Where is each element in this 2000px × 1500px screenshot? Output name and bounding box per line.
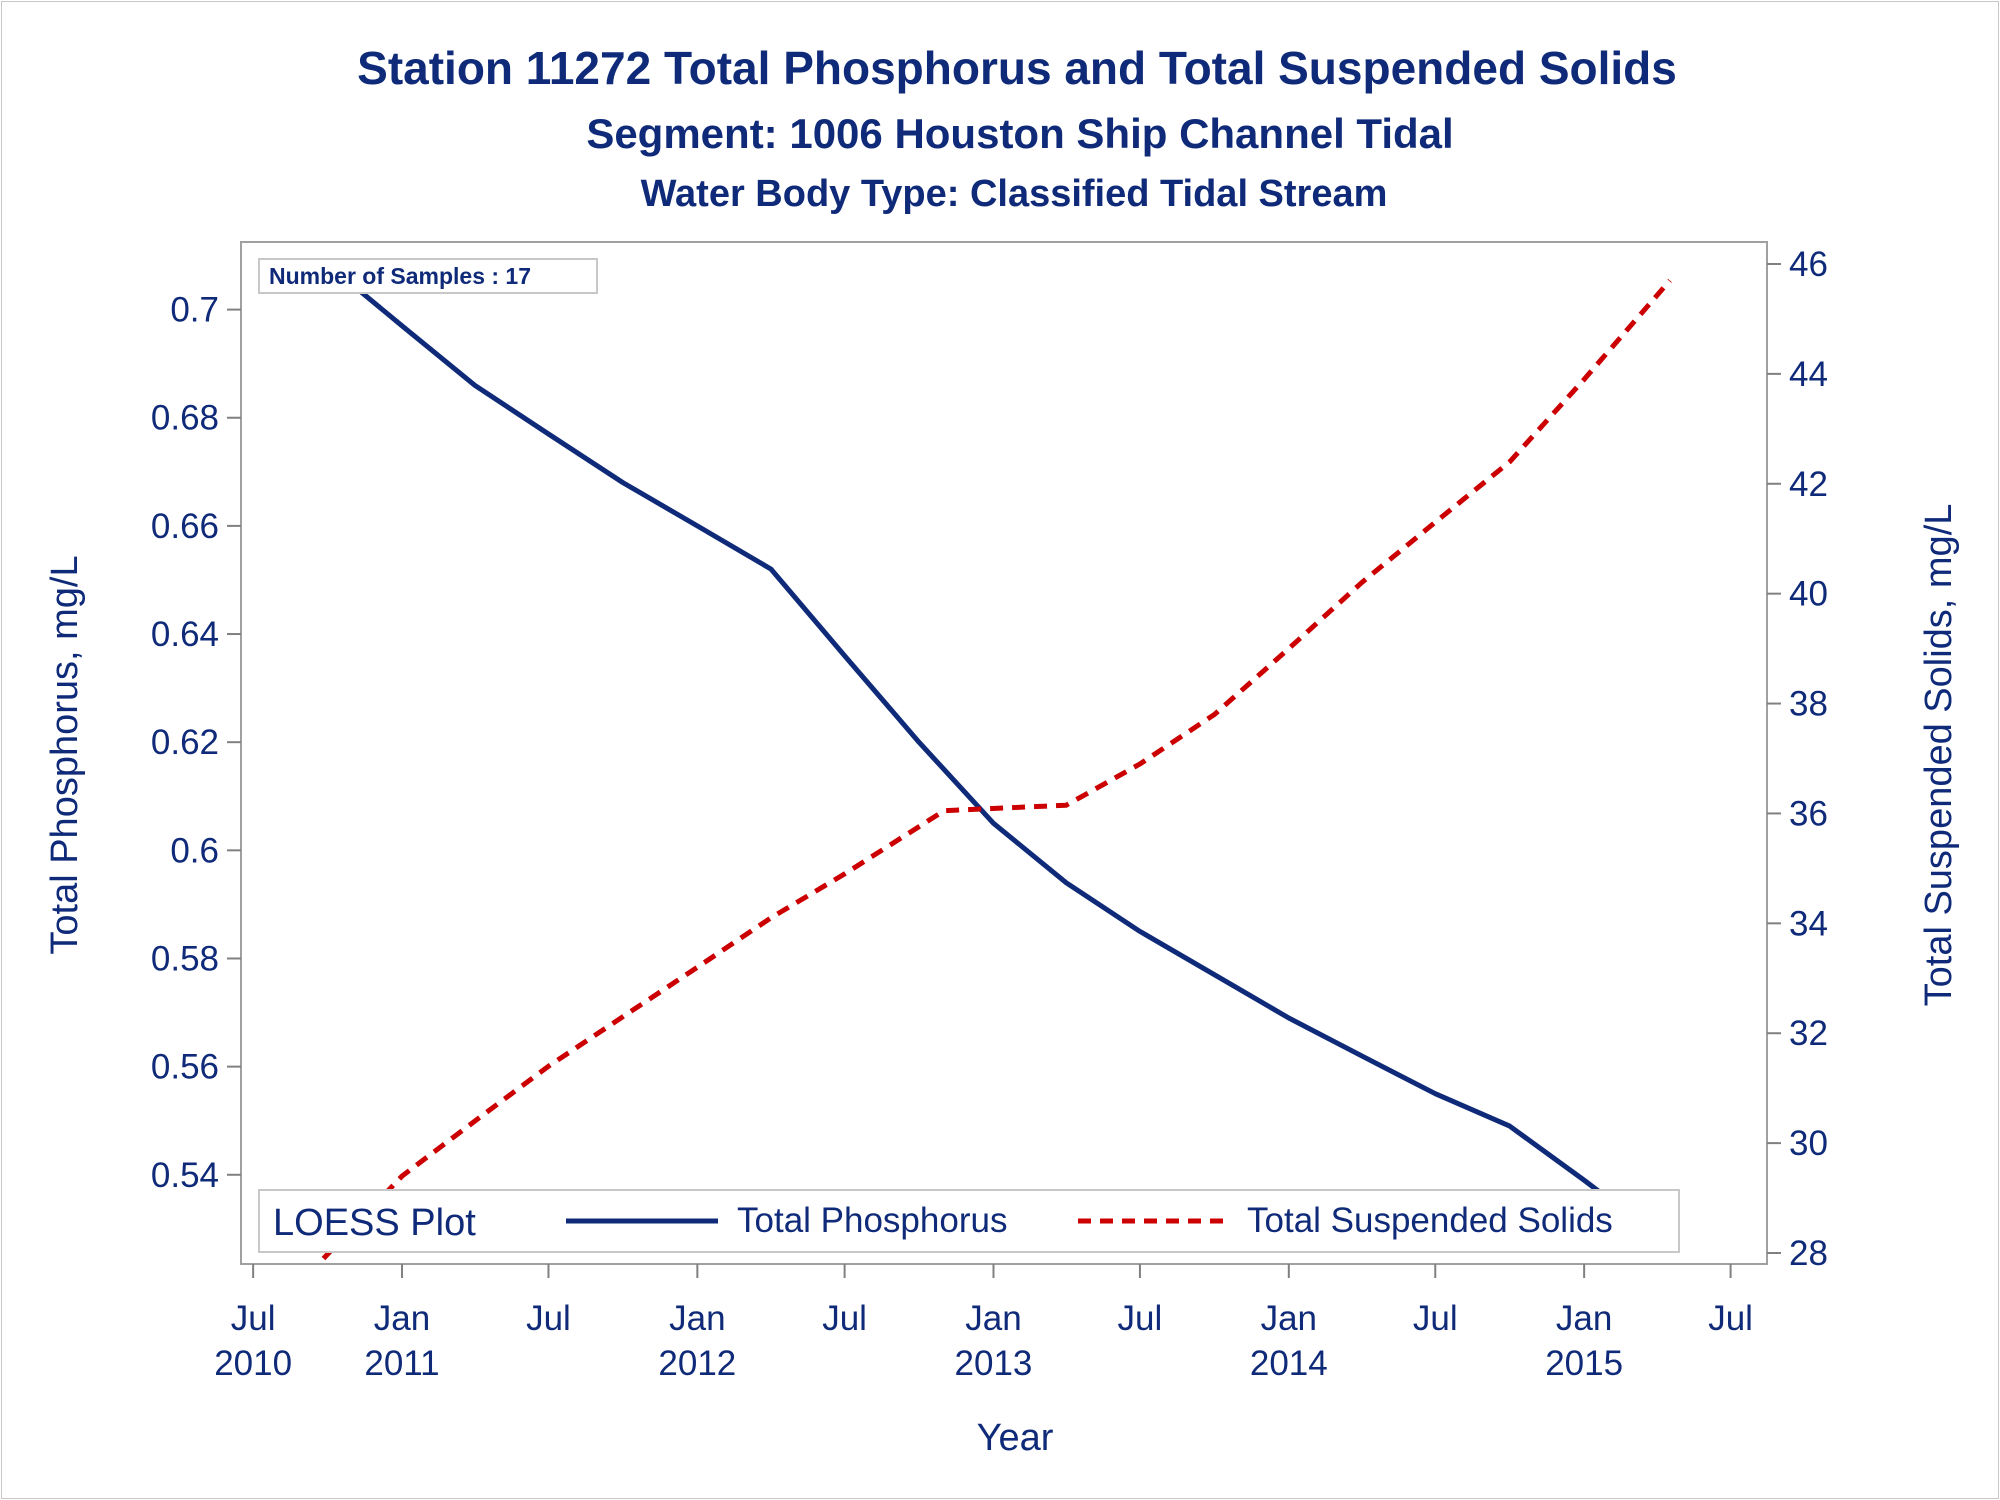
y-left-tick-label: 0.66: [151, 507, 219, 546]
sample-count-box: Number of Samples : 17: [258, 258, 598, 294]
x-tick-label: Jul: [526, 1299, 571, 1338]
y-right-tick-label: 36: [1789, 794, 1828, 833]
y-right-tick-label: 32: [1789, 1014, 1828, 1053]
series-line-total-phosphorus: [321, 258, 1672, 1248]
y-right-tick-label: 38: [1789, 685, 1828, 724]
chart-title: Station 11272 Total Phosphorus and Total…: [357, 42, 1677, 94]
x-tick-label: Jul: [1708, 1299, 1753, 1338]
sample-count-text: Number of Samples : 17: [269, 263, 531, 289]
x-axis: Jul 2010 Jan 2011 Jul Jan 2012 Jul Jan 2013 Jul Jan…: [214, 1264, 1753, 1383]
y-left-tick-label: 0.64: [151, 615, 219, 654]
legend-label-total-suspended-solids: Total Suspended Solids: [1247, 1201, 1613, 1240]
series-line-total-suspended-solids: [321, 278, 1672, 1261]
x-tick-year-label: 2011: [364, 1344, 439, 1383]
y-left-tick-label: 0.54: [151, 1156, 219, 1195]
x-tick-label: Jul: [231, 1299, 276, 1338]
y-left-tick-label: 0.56: [151, 1048, 219, 1087]
y-right-tick-label: 40: [1789, 575, 1828, 614]
y-right-tick-label: 44: [1789, 355, 1828, 394]
y-right-tick-label: 42: [1789, 465, 1828, 504]
legend-title: LOESS Plot: [273, 1202, 476, 1244]
series-layer: [321, 258, 1672, 1261]
x-tick-year-label: 2010: [214, 1344, 292, 1383]
x-tick-label: Jan: [374, 1299, 430, 1338]
x-tick-year-label: 2012: [658, 1344, 736, 1383]
x-tick-label: Jul: [1118, 1299, 1163, 1338]
y-axis-left-label: Total Phosphorus, mg/L: [44, 555, 86, 954]
x-tick-year-label: 2014: [1250, 1344, 1328, 1383]
y-left-tick-label: 0.6: [170, 831, 219, 870]
x-tick-label: Jul: [1413, 1299, 1458, 1338]
x-tick-label: Jan: [1556, 1299, 1612, 1338]
x-tick-label: Jul: [822, 1299, 867, 1338]
x-tick-label: Jan: [965, 1299, 1021, 1338]
legend-label-total-phosphorus: Total Phosphorus: [737, 1201, 1007, 1240]
y-left-tick-label: 0.68: [151, 399, 219, 438]
x-tick-label: Jan: [1261, 1299, 1317, 1338]
y-right-tick-label: 30: [1789, 1124, 1828, 1163]
y-right-tick-label: 46: [1789, 245, 1828, 284]
y-left-tick-label: 0.7: [170, 291, 219, 330]
y-left-tick-label: 0.58: [151, 939, 219, 978]
y-left-tick-label: 0.62: [151, 723, 219, 762]
chart-subtitle-2: Water Body Type: Classified Tidal Stream: [641, 173, 1388, 215]
x-axis-label: Year: [977, 1417, 1054, 1459]
x-tick-label: Jan: [669, 1299, 725, 1338]
x-tick-year-label: 2015: [1545, 1344, 1623, 1383]
chart-subtitle: Segment: 1006 Houston Ship Channel Tidal: [586, 110, 1453, 157]
y-axis-right: 28 30 32 34 36 38 40 42 44 46: [1767, 245, 1828, 1273]
y-axis-right-label: Total Suspended Solids, mg/L: [1918, 504, 1960, 1007]
plot-area: [240, 241, 1768, 1265]
y-axis-left: 0.54 0.56 0.58 0.6 0.62 0.64 0.66 0.68 0.7: [151, 291, 241, 1195]
y-right-tick-label: 34: [1789, 904, 1828, 943]
y-right-tick-label: 28: [1789, 1234, 1828, 1273]
legend: LOESS Plot Total Phosphorus Total Suspen…: [258, 1189, 1680, 1253]
x-tick-year-label: 2013: [955, 1344, 1033, 1383]
